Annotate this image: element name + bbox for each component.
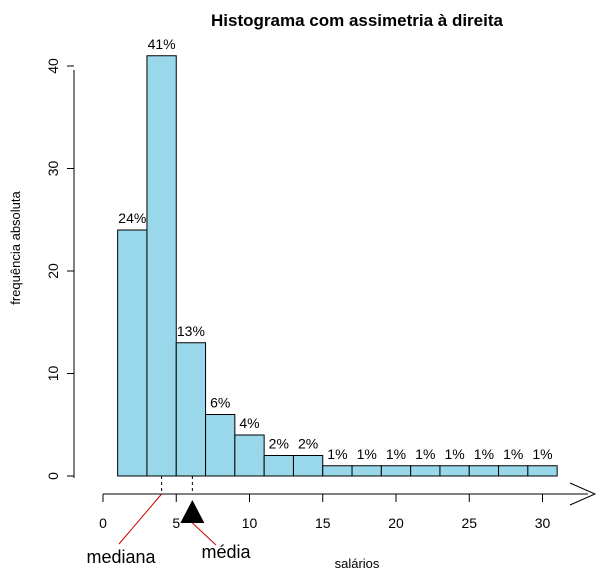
- y-tick-label: 20: [45, 263, 61, 279]
- x-tick-label: 20: [388, 515, 404, 531]
- bar-data-label: 24%: [118, 210, 146, 226]
- mean-triangle-icon: [180, 500, 205, 523]
- bar-data-label: 2%: [298, 436, 318, 452]
- bar-data-label: 1%: [357, 446, 377, 462]
- histogram-bar: [380, 465, 412, 477]
- bar-data-label: 2%: [269, 436, 289, 452]
- histogram-bar: [117, 229, 148, 477]
- histogram-bar: [292, 455, 324, 477]
- mean-annotation: média: [201, 542, 251, 562]
- bar-data-label: 1%: [415, 446, 435, 462]
- histogram-bar: [175, 342, 207, 477]
- bar-data-label: 1%: [386, 446, 406, 462]
- y-tick-label: 10: [45, 366, 61, 382]
- y-axis-label: frequência absoluta: [8, 191, 23, 305]
- x-tick-label: 5: [172, 515, 180, 531]
- bar-data-label: 1%: [503, 446, 523, 462]
- x-tick-label: 15: [315, 515, 331, 531]
- bar-data-label: 41%: [148, 36, 176, 52]
- x-axis-arrow-icon: [569, 482, 597, 506]
- median-pointer-line: [118, 493, 162, 545]
- histogram-bar: [410, 465, 441, 477]
- bar-data-label: 4%: [239, 415, 259, 431]
- y-axis: 0 10 20 30 40: [45, 58, 75, 480]
- bar-data-label: 1%: [444, 446, 464, 462]
- bar-data-label: 13%: [177, 323, 205, 339]
- histogram-bar: [146, 55, 177, 477]
- histogram-bar: [527, 465, 558, 477]
- y-tick-label: 40: [45, 58, 61, 74]
- histogram-bar: [205, 414, 236, 477]
- histogram-bar: [234, 434, 265, 477]
- x-tick-label: 30: [535, 515, 551, 531]
- bar-data-label: 1%: [327, 446, 347, 462]
- y-tick-label: 30: [45, 161, 61, 177]
- chart-title: Histograma com assimetria à direita: [211, 11, 504, 30]
- bar-data-label: 1%: [474, 446, 494, 462]
- bar-data-label: 6%: [210, 395, 230, 411]
- histogram-bar: [322, 465, 353, 477]
- histogram-bar: [498, 465, 529, 477]
- x-tick-label: 0: [99, 515, 107, 531]
- bar-data-label: 1%: [532, 446, 552, 462]
- histogram-bar: [351, 465, 382, 477]
- histogram-bar: [439, 465, 470, 477]
- histogram-bar: [263, 455, 294, 477]
- x-axis-label: salários: [335, 556, 380, 571]
- histogram-bar: [468, 465, 500, 477]
- y-tick-label: 0: [45, 472, 61, 480]
- x-tick-label: 25: [461, 515, 477, 531]
- x-axis: 0 5 10 15 20 25 30: [99, 482, 597, 531]
- mean-pointer-line: [192, 522, 217, 546]
- x-tick-label: 10: [242, 515, 258, 531]
- median-annotation: mediana: [86, 547, 156, 567]
